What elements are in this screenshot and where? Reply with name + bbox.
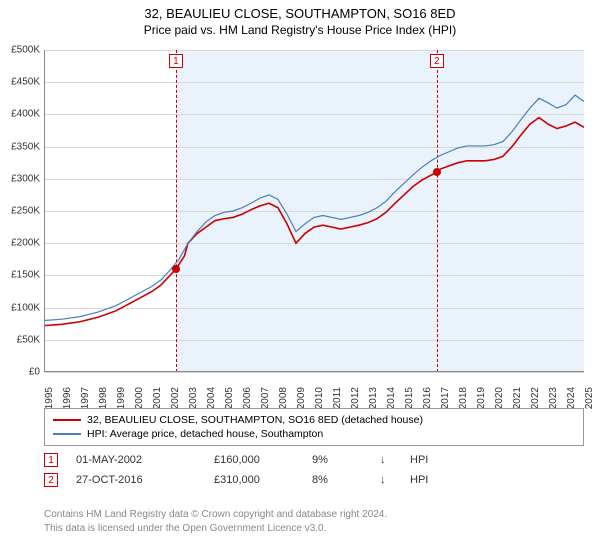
x-tick-label: 2006 <box>242 387 253 409</box>
x-tick-label: 2002 <box>170 387 181 409</box>
event-point <box>172 265 180 273</box>
x-tick-label: 2017 <box>440 387 451 409</box>
titles: 32, BEAULIEU CLOSE, SOUTHAMPTON, SO16 8E… <box>0 0 600 37</box>
event-vs: HPI <box>410 454 428 466</box>
y-tick-label: £400K <box>11 109 44 120</box>
x-tick-label: 2020 <box>494 387 505 409</box>
footer: Contains HM Land Registry data © Crown c… <box>44 508 584 535</box>
down-arrow-icon: ↓ <box>380 454 392 466</box>
y-tick-label: £150K <box>11 270 44 281</box>
x-tick-label: 2011 <box>332 387 343 409</box>
y-tick-label: £250K <box>11 206 44 217</box>
chart-container: 32, BEAULIEU CLOSE, SOUTHAMPTON, SO16 8E… <box>0 0 600 560</box>
x-tick-label: 1997 <box>80 387 91 409</box>
x-tick-label: 1996 <box>62 387 73 409</box>
event-row: 1 01-MAY-2002 £160,000 9% ↓ HPI <box>44 450 584 470</box>
legend-swatch <box>53 419 81 421</box>
event-diff: 9% <box>312 454 362 466</box>
y-tick-label: £450K <box>11 77 44 88</box>
event-point <box>433 168 441 176</box>
gridline-h <box>44 372 584 373</box>
y-tick-label: £200K <box>11 238 44 249</box>
x-tick-label: 2007 <box>260 387 271 409</box>
chart-area: £0£50K£100K£150K£200K£250K£300K£350K£400… <box>44 50 584 400</box>
x-tick-label: 2024 <box>566 387 577 409</box>
x-tick-label: 2012 <box>350 387 361 409</box>
events-table: 1 01-MAY-2002 £160,000 9% ↓ HPI 2 27-OCT-2016 £3… <box>44 450 584 490</box>
x-tick-label: 2009 <box>296 387 307 409</box>
legend-label: HPI: Average price, detached house, Sout… <box>87 428 323 440</box>
legend-row: HPI: Average price, detached house, Sout… <box>53 427 575 441</box>
legend-label: 32, BEAULIEU CLOSE, SOUTHAMPTON, SO16 8E… <box>87 414 423 426</box>
x-tick-label: 2018 <box>458 387 469 409</box>
x-tick-label: 1999 <box>116 387 127 409</box>
legend: 32, BEAULIEU CLOSE, SOUTHAMPTON, SO16 8E… <box>44 408 584 446</box>
x-tick-label: 2022 <box>530 387 541 409</box>
x-tick-label: 2013 <box>368 387 379 409</box>
x-tick-label: 2010 <box>314 387 325 409</box>
x-tick-label: 2021 <box>512 387 523 409</box>
x-tick-label: 2016 <box>422 387 433 409</box>
x-tick-label: 2019 <box>476 387 487 409</box>
x-tick-label: 2004 <box>206 387 217 409</box>
x-tick-label: 2001 <box>152 387 163 409</box>
series-line <box>44 118 584 326</box>
y-tick-label: £50K <box>17 334 44 345</box>
down-arrow-icon: ↓ <box>380 474 392 486</box>
x-tick-label: 1998 <box>98 387 109 409</box>
title-address: 32, BEAULIEU CLOSE, SOUTHAMPTON, SO16 8E… <box>0 6 600 21</box>
y-tick-label: £300K <box>11 173 44 184</box>
event-diff: 8% <box>312 474 362 486</box>
x-tick-label: 2000 <box>134 387 145 409</box>
event-vs: HPI <box>410 474 428 486</box>
footer-line-2: This data is licensed under the Open Gov… <box>44 522 584 536</box>
footer-line-1: Contains HM Land Registry data © Crown c… <box>44 508 584 522</box>
x-tick-label: 2008 <box>278 387 289 409</box>
y-tick-label: £100K <box>11 302 44 313</box>
event-price: £310,000 <box>214 474 294 486</box>
x-tick-label: 2005 <box>224 387 235 409</box>
x-tick-label: 2015 <box>404 387 415 409</box>
y-tick-label: £350K <box>11 141 44 152</box>
event-num-marker: 1 <box>44 453 58 467</box>
title-subtitle: Price paid vs. HM Land Registry's House … <box>0 23 600 37</box>
event-price: £160,000 <box>214 454 294 466</box>
y-tick-label: £0 <box>29 367 44 378</box>
x-tick-label: 2023 <box>548 387 559 409</box>
x-tick-label: 1995 <box>44 387 55 409</box>
legend-row: 32, BEAULIEU CLOSE, SOUTHAMPTON, SO16 8E… <box>53 413 575 427</box>
y-tick-label: £500K <box>11 45 44 56</box>
x-tick-label: 2025 <box>584 387 595 409</box>
event-date: 27-OCT-2016 <box>76 474 196 486</box>
x-tick-label: 2014 <box>386 387 397 409</box>
legend-swatch <box>53 433 81 435</box>
line-svg <box>44 50 584 372</box>
x-tick-label: 2003 <box>188 387 199 409</box>
plot-area: £0£50K£100K£150K£200K£250K£300K£350K£400… <box>44 50 584 372</box>
event-date: 01-MAY-2002 <box>76 454 196 466</box>
event-num-marker: 2 <box>44 473 58 487</box>
series-line <box>44 95 584 320</box>
event-row: 2 27-OCT-2016 £310,000 8% ↓ HPI <box>44 470 584 490</box>
